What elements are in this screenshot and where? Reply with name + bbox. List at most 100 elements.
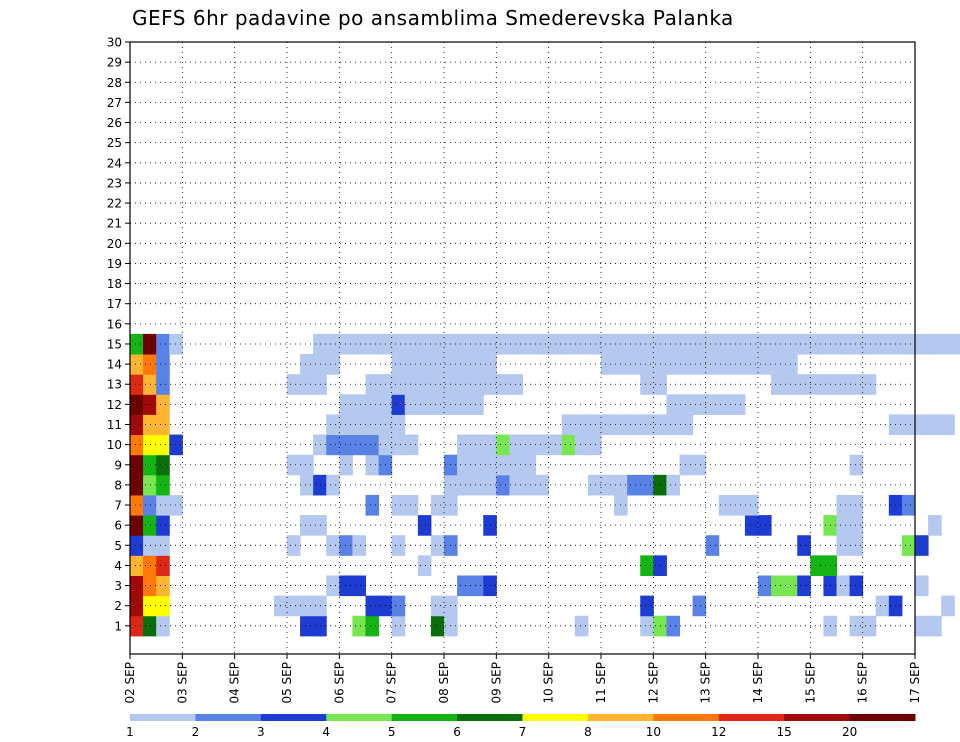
y-tick-label: 9 bbox=[114, 458, 122, 472]
legend-label: 20 bbox=[842, 725, 857, 739]
heatmap-cell bbox=[470, 354, 484, 375]
y-tick-label: 16 bbox=[107, 317, 122, 331]
legend-label: 12 bbox=[711, 725, 726, 739]
heatmap-cell bbox=[862, 615, 877, 637]
heatmap-cell bbox=[875, 333, 890, 355]
legend-label: 1 bbox=[126, 725, 134, 739]
heatmap-cell bbox=[758, 333, 772, 355]
heatmap-cell bbox=[313, 374, 327, 395]
heatmap-cell bbox=[692, 354, 707, 375]
x-tick-label: 14 SEP bbox=[751, 662, 765, 704]
heatmap-cell bbox=[365, 454, 380, 476]
legend-label: 8 bbox=[584, 725, 592, 739]
heatmap-cell bbox=[391, 333, 406, 355]
y-tick-label: 7 bbox=[114, 499, 122, 513]
legend-label: 4 bbox=[322, 725, 330, 739]
y-tick-label: 26 bbox=[107, 116, 122, 130]
heatmap-cell bbox=[130, 394, 144, 415]
heatmap-cell bbox=[352, 535, 366, 556]
x-tick-label: 10 SEP bbox=[542, 662, 556, 704]
legend-label: 2 bbox=[192, 725, 200, 739]
heatmap-cell bbox=[417, 374, 432, 395]
heatmap-cell bbox=[535, 474, 550, 496]
heatmap-cell bbox=[143, 535, 157, 556]
heatmap-cell bbox=[941, 595, 955, 617]
heatmap-cell bbox=[457, 454, 471, 476]
x-tick-label: 13 SEP bbox=[699, 662, 713, 704]
heatmap-cell bbox=[535, 333, 550, 355]
heatmap-cell bbox=[836, 333, 851, 355]
heatmap-cell bbox=[470, 394, 484, 415]
heatmap-cell bbox=[561, 434, 576, 456]
heatmap-cell bbox=[287, 595, 301, 617]
x-tick-label: 09 SEP bbox=[489, 662, 503, 704]
heatmap-cell bbox=[666, 354, 680, 375]
heatmap-cell bbox=[143, 354, 157, 375]
heatmap-cell bbox=[587, 333, 602, 355]
y-tick-label: 4 bbox=[114, 559, 122, 573]
x-tick-label: 08 SEP bbox=[437, 662, 451, 704]
heatmap-cell bbox=[705, 394, 720, 415]
legend-swatch bbox=[391, 714, 458, 721]
legend-label: 5 bbox=[388, 725, 396, 739]
heatmap-cell bbox=[731, 354, 746, 375]
heatmap-cell bbox=[692, 595, 707, 617]
heatmap-cell bbox=[365, 414, 380, 436]
y-tick-label: 28 bbox=[107, 76, 122, 90]
heatmap-cell bbox=[849, 535, 864, 556]
heatmap-cell bbox=[326, 474, 340, 496]
heatmap-cell bbox=[705, 535, 720, 556]
legend-swatch bbox=[457, 714, 523, 721]
heatmap-cell bbox=[404, 434, 419, 456]
heatmap-cell bbox=[470, 374, 484, 395]
heatmap-cell bbox=[365, 595, 380, 617]
heatmap-cell bbox=[666, 414, 680, 436]
y-tick-label: 15 bbox=[107, 337, 122, 351]
heatmap-cell bbox=[404, 494, 419, 516]
heatmap-cell bbox=[457, 474, 471, 496]
heatmap-cell bbox=[797, 374, 811, 395]
heatmap-cell bbox=[430, 354, 445, 375]
heatmap-cell bbox=[470, 434, 484, 456]
y-tick-label: 2 bbox=[114, 599, 122, 613]
heatmap-cell bbox=[666, 394, 680, 415]
heatmap-cell bbox=[535, 434, 550, 456]
y-tick-label: 17 bbox=[107, 297, 122, 311]
heatmap-cell bbox=[875, 595, 890, 617]
heatmap-cell bbox=[339, 414, 353, 436]
heatmap-cell bbox=[705, 354, 720, 375]
heatmap-cell bbox=[496, 474, 510, 496]
heatmap-cell bbox=[430, 374, 445, 395]
heatmap-cell bbox=[771, 575, 785, 597]
heatmap-cell bbox=[640, 474, 654, 496]
heatmap-cell bbox=[300, 374, 314, 395]
heatmap-cell bbox=[365, 615, 380, 637]
heatmap-cell bbox=[849, 515, 864, 536]
heatmap-cell bbox=[849, 333, 864, 355]
heatmap-cell bbox=[771, 333, 785, 355]
heatmap-cell bbox=[365, 494, 380, 516]
heatmap-cell bbox=[313, 515, 327, 536]
heatmap-cell bbox=[130, 615, 144, 637]
heatmap-cell bbox=[143, 575, 157, 597]
heatmap-cell bbox=[640, 374, 654, 395]
heatmap-cell bbox=[457, 394, 471, 415]
heatmap-cell bbox=[797, 575, 811, 597]
heatmap-cell bbox=[430, 615, 445, 637]
x-tick-label: 05 SEP bbox=[280, 662, 294, 704]
heatmap-cell bbox=[666, 615, 680, 637]
heatmap-cell bbox=[640, 595, 654, 617]
heatmap-cell bbox=[143, 515, 157, 536]
heatmap-cell bbox=[561, 414, 576, 436]
heatmap-cell bbox=[169, 494, 183, 516]
heatmap-cell bbox=[130, 434, 144, 456]
heatmap-cell bbox=[692, 394, 707, 415]
heatmap-cell bbox=[313, 354, 327, 375]
heatmap-cell bbox=[915, 414, 929, 436]
x-tick-label: 16 SEP bbox=[856, 662, 870, 704]
heatmap-cell bbox=[143, 595, 157, 617]
heatmap-cell bbox=[156, 575, 170, 597]
y-tick-label: 29 bbox=[107, 56, 122, 70]
heatmap-cell bbox=[496, 333, 510, 355]
